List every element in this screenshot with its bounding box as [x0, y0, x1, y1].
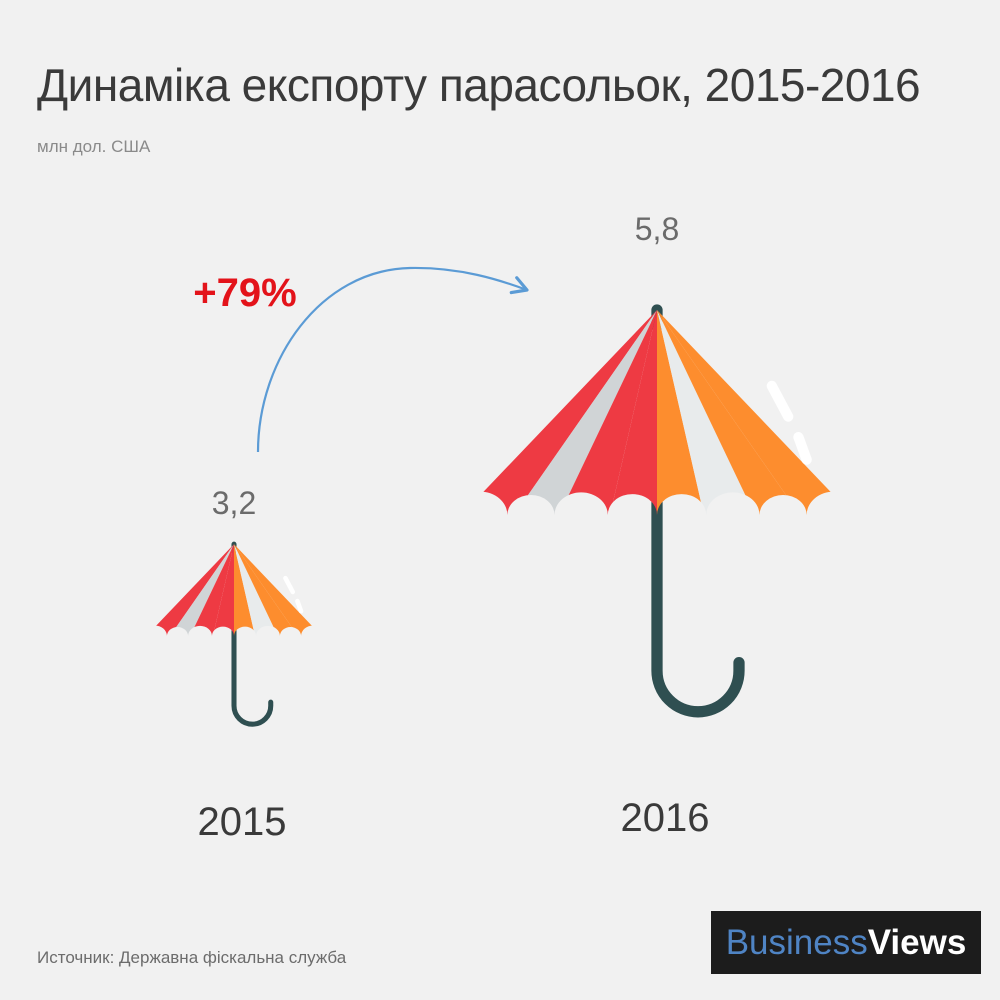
- page-title: Динаміка експорту парасольок, 2015-2016: [37, 59, 921, 111]
- curved-arrow-icon: [256, 266, 529, 453]
- brand-logo-part2: Views: [867, 922, 967, 962]
- umbrella-canopy: [452, 310, 862, 515]
- change-label: +79%: [193, 271, 296, 315]
- category-label-2016: 2016: [621, 796, 710, 840]
- value-label-2016: 5,8: [635, 211, 679, 247]
- source-note: Источник: Державна фіскальна служба: [37, 948, 347, 967]
- brand-logo-part1: Business: [725, 922, 868, 962]
- unit-subtitle: млн дол. США: [37, 137, 151, 156]
- brand-logo: Business Views: [711, 911, 981, 974]
- value-label-2015: 3,2: [212, 485, 256, 521]
- umbrella-canopy: [142, 544, 326, 636]
- category-label-2015: 2015: [198, 800, 287, 844]
- umbrella-2015: [142, 541, 326, 727]
- umbrella-2016: [452, 304, 862, 718]
